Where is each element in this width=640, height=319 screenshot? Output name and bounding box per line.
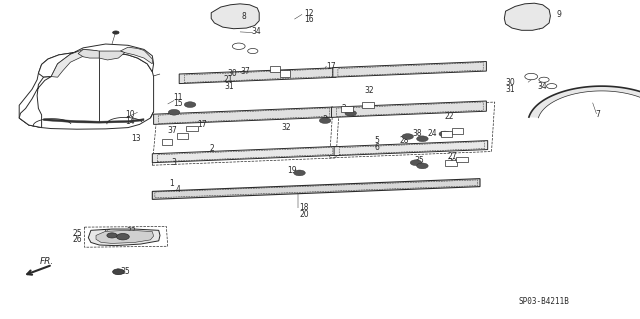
Circle shape [168,109,180,115]
Circle shape [294,170,305,176]
Polygon shape [333,62,486,77]
Polygon shape [334,141,488,156]
Text: 11: 11 [173,93,182,102]
Circle shape [439,131,451,137]
Text: 13: 13 [131,134,141,143]
Circle shape [539,77,549,82]
Text: 4: 4 [176,185,181,194]
Text: 6: 6 [374,143,380,152]
Bar [452,128,463,134]
Text: 22: 22 [445,112,454,121]
Text: 17: 17 [197,120,207,129]
Text: 10: 10 [125,110,134,119]
Text: 35: 35 [120,267,130,276]
Text: 36: 36 [101,229,111,238]
Circle shape [402,134,413,139]
Text: 2: 2 [210,144,214,153]
Circle shape [232,43,245,49]
Bar [186,126,198,131]
Text: 30: 30 [227,69,237,78]
Text: 21: 21 [224,75,234,84]
Polygon shape [88,229,160,246]
Polygon shape [529,86,640,118]
Text: 5: 5 [374,137,380,145]
Text: 35: 35 [415,156,424,165]
Text: 16: 16 [304,15,314,24]
Circle shape [116,234,129,240]
Text: 18: 18 [300,204,309,212]
Text: 19: 19 [287,166,296,175]
Text: 23: 23 [111,236,120,245]
Polygon shape [38,44,154,77]
Text: 3: 3 [322,115,327,124]
Circle shape [410,160,422,166]
Circle shape [113,269,124,275]
Text: 34: 34 [538,82,547,91]
Text: 20: 20 [300,210,309,219]
Polygon shape [78,49,99,58]
Text: 31: 31 [506,85,515,94]
Polygon shape [120,47,152,64]
Bar [445,160,457,166]
Text: 28: 28 [400,137,410,145]
Polygon shape [332,101,486,117]
Text: 9: 9 [557,10,562,19]
Polygon shape [19,52,154,129]
Text: 8: 8 [242,12,246,21]
Polygon shape [96,230,154,243]
Circle shape [417,136,428,142]
Text: 15: 15 [173,99,182,108]
Polygon shape [211,4,259,29]
Bar [362,102,374,108]
Text: 14: 14 [125,117,134,126]
Circle shape [547,84,557,89]
Text: 34: 34 [252,27,261,36]
Text: 38: 38 [413,130,422,138]
Circle shape [417,163,428,169]
Circle shape [248,48,258,54]
Text: 24: 24 [428,130,437,138]
Circle shape [107,233,117,238]
Text: 37: 37 [168,126,177,135]
Text: 37: 37 [240,67,250,76]
Text: 29: 29 [448,158,458,167]
Circle shape [184,102,196,108]
Polygon shape [152,179,480,199]
Bar [163,139,172,145]
Text: SP03-B4211B: SP03-B4211B [518,297,569,306]
Text: 33: 33 [127,227,136,236]
Bar [270,66,280,72]
Text: FR.: FR. [40,257,54,266]
Text: 32: 32 [365,86,374,95]
Bar [456,157,468,162]
Text: 12: 12 [304,9,314,18]
Circle shape [113,31,119,34]
Polygon shape [179,68,336,84]
Text: 17: 17 [326,63,336,71]
Polygon shape [51,49,97,77]
Polygon shape [152,146,336,163]
Polygon shape [154,107,333,124]
Polygon shape [44,119,144,123]
Text: 26: 26 [72,235,82,244]
Circle shape [319,118,331,123]
Text: 3: 3 [172,158,177,167]
Text: 31: 31 [224,82,234,91]
Text: 7: 7 [595,110,600,119]
Text: 2: 2 [341,104,346,113]
Bar [280,70,290,77]
Text: 27: 27 [448,152,458,161]
Text: 30: 30 [506,78,515,87]
Text: 25: 25 [72,229,82,238]
Bar [441,131,452,137]
Text: 32: 32 [282,123,291,132]
Bar [341,106,353,112]
Bar [177,133,188,139]
Text: 1: 1 [170,179,174,188]
Polygon shape [19,77,51,128]
Circle shape [345,110,356,116]
Polygon shape [99,51,125,60]
Circle shape [525,73,538,80]
Polygon shape [504,3,550,30]
